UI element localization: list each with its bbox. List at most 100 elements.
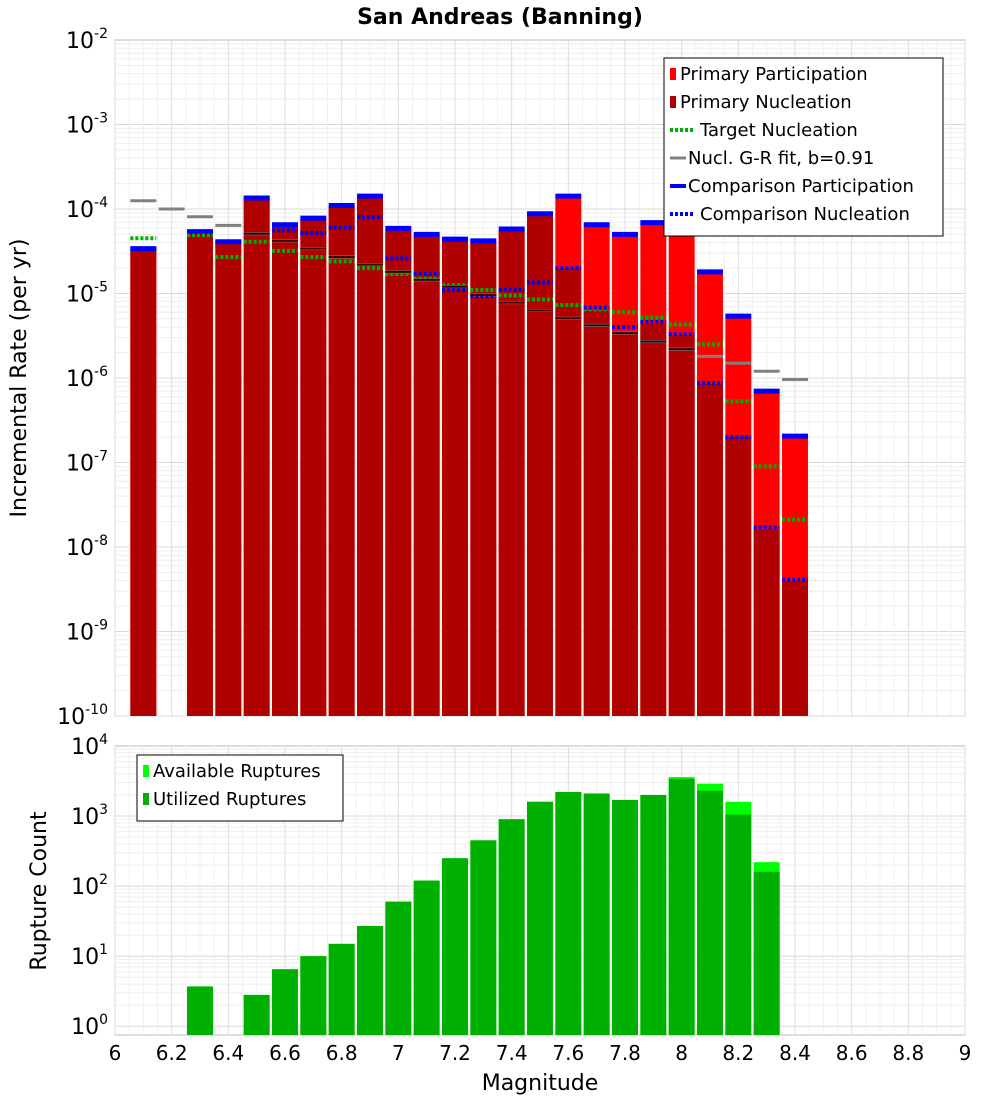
bar-primary-nucleation	[470, 241, 497, 716]
bar-utilized-ruptures	[555, 792, 582, 1035]
legend-swatch	[143, 765, 149, 777]
bar-utilized-ruptures	[527, 801, 553, 1035]
y-tick-label: 10-2	[66, 26, 108, 54]
top-plot: 10-2 10-3 10-4 10-5 10-6 10-7 10-8 10-9 10-10 In…	[7, 26, 966, 730]
bottom-plot: 104 103 102 101 100 6 6.2 6.4 6.6 6.8 7 7.2 7.4 7.6 7…	[27, 732, 971, 1096]
x-tick-label: 8.6	[836, 1041, 868, 1065]
bar-utilized-ruptures	[413, 880, 440, 1035]
bar-primary-nucleation	[442, 239, 468, 716]
bar-primary-nucleation	[272, 226, 298, 716]
bar-primary-nucleation	[697, 383, 723, 716]
bottom-y-ticks: 104 103 102 101 100	[71, 732, 108, 1040]
x-tick-label: 6	[109, 1041, 122, 1065]
bar-primary-nucleation	[583, 310, 610, 716]
y-tick-label: 103	[71, 802, 108, 830]
top-legend: Primary Participation Primary Nucleation T…	[663, 57, 944, 237]
x-tick-label: 7.6	[552, 1041, 584, 1065]
bar-utilized-ruptures	[668, 778, 695, 1035]
bar-primary-nucleation	[527, 214, 553, 716]
bar-primary-nucleation	[215, 242, 242, 717]
y-tick-label: 10-7	[66, 449, 108, 477]
legend-label: Comparison Participation	[688, 176, 914, 197]
legend-label: Available Ruptures	[153, 761, 321, 782]
y-tick-label: 10-6	[66, 364, 108, 392]
x-axis-label: Magnitude	[482, 1071, 599, 1096]
bar-utilized-ruptures	[470, 840, 497, 1035]
bar-utilized-ruptures	[725, 814, 752, 1035]
x-tick-label: 9	[959, 1041, 972, 1065]
bottom-grid	[114, 746, 966, 1035]
x-tick-label: 6.6	[269, 1041, 301, 1065]
bottom-y-axis-label: Rupture Count	[27, 811, 52, 971]
x-tick-label: 6.4	[212, 1041, 244, 1065]
x-tick-label: 7.8	[609, 1041, 641, 1065]
bar-primary-nucleation	[385, 229, 412, 716]
bar-primary-nucleation	[725, 437, 752, 716]
y-tick-label: 10-10	[57, 702, 108, 730]
legend-swatch	[670, 96, 676, 108]
bottom-legend: Available Ruptures Utilized Ruptures	[136, 754, 344, 822]
y-tick-label: 102	[71, 872, 108, 900]
legend-label: Primary Nucleation	[680, 92, 852, 113]
bar-primary-nucleation	[187, 232, 213, 716]
bar-utilized-ruptures	[328, 943, 355, 1035]
x-tick-label: 6.2	[156, 1041, 188, 1065]
x-tick-label: 6.8	[326, 1041, 358, 1065]
x-tick-label: 8.8	[892, 1041, 924, 1065]
legend-swatch	[143, 793, 149, 805]
top-y-ticks: 10-2 10-3 10-4 10-5 10-6 10-7 10-8 10-9 10-10	[57, 26, 108, 730]
bar-utilized-ruptures	[498, 819, 525, 1035]
bar-primary-nucleation	[243, 199, 270, 717]
bar-primary-nucleation	[130, 249, 157, 716]
legend-label: Utilized Ruptures	[153, 789, 306, 810]
legend-swatch	[670, 68, 676, 80]
bar-utilized-ruptures	[243, 994, 270, 1035]
x-tick-label: 7.4	[496, 1041, 528, 1065]
legend-box	[136, 754, 344, 822]
bar-utilized-ruptures	[753, 871, 780, 1035]
bar-utilized-ruptures	[272, 969, 298, 1035]
x-tick-label: 7	[392, 1041, 405, 1065]
y-tick-label: 10-3	[66, 111, 108, 139]
bar-primary-nucleation	[668, 335, 695, 716]
chart-title: San Andreas (Banning)	[357, 5, 643, 30]
bar-primary-nucleation	[498, 230, 525, 716]
x-ticks: 6 6.2 6.4 6.6 6.8 7 7.2 7.4 7.6 7.8 8 8.2 8.4 8.6 8.8 9	[109, 1041, 972, 1065]
legend-label: Primary Participation	[680, 64, 868, 85]
y-tick-label: 10-4	[66, 195, 108, 223]
legend-label: Nucl. G-R fit, b=0.91	[688, 148, 874, 169]
y-tick-label: 100	[71, 1012, 108, 1040]
legend-label: Target Nucleation	[699, 120, 858, 141]
y-tick-label: 10-8	[66, 533, 108, 561]
y-tick-label: 104	[71, 732, 108, 760]
bar-utilized-ruptures	[300, 956, 327, 1035]
y-tick-label: 101	[71, 942, 108, 970]
bar-primary-nucleation	[300, 219, 327, 717]
y-tick-label: 10-9	[66, 618, 108, 646]
x-tick-label: 8.2	[722, 1041, 754, 1065]
bottom-bars	[187, 777, 780, 1035]
x-tick-label: 7.2	[439, 1041, 471, 1065]
top-y-axis-label: Incremental Rate (per yr)	[7, 239, 32, 518]
bar-primary-nucleation	[413, 235, 440, 716]
bar-primary-nucleation	[555, 268, 582, 716]
bar-utilized-ruptures	[583, 793, 610, 1035]
bar-primary-nucleation	[640, 323, 667, 716]
bar-utilized-ruptures	[357, 925, 383, 1035]
bar-primary-nucleation	[612, 332, 638, 716]
legend-label: Comparison Nucleation	[700, 204, 910, 225]
bar-utilized-ruptures	[640, 794, 667, 1035]
bar-primary-nucleation	[753, 529, 780, 716]
bar-utilized-ruptures	[187, 986, 213, 1035]
bar-primary-nucleation	[782, 580, 808, 716]
x-tick-label: 8	[675, 1041, 688, 1065]
y-tick-label: 10-5	[66, 280, 108, 308]
bar-utilized-ruptures	[697, 790, 723, 1035]
bar-primary-nucleation	[357, 197, 383, 716]
x-tick-label: 8.4	[779, 1041, 811, 1065]
top-lines	[130, 193, 808, 582]
legend-box	[663, 57, 944, 237]
bar-primary-nucleation	[328, 206, 355, 716]
bar-utilized-ruptures	[385, 901, 412, 1035]
